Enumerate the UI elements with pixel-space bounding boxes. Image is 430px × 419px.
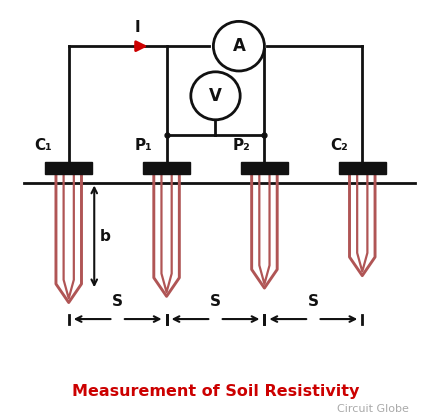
Text: P₁: P₁ bbox=[134, 138, 152, 153]
Text: C₁: C₁ bbox=[34, 138, 52, 153]
Text: S: S bbox=[307, 294, 318, 309]
Text: S: S bbox=[112, 294, 123, 309]
Bar bbox=[338, 162, 385, 174]
Text: I: I bbox=[135, 20, 140, 35]
Circle shape bbox=[190, 72, 240, 120]
Text: S: S bbox=[209, 294, 221, 309]
Text: Circuit Globe: Circuit Globe bbox=[336, 404, 408, 414]
Text: b: b bbox=[99, 229, 110, 244]
Bar bbox=[45, 162, 92, 174]
Text: A: A bbox=[232, 37, 245, 55]
Text: P₂: P₂ bbox=[232, 138, 249, 153]
Text: C₂: C₂ bbox=[329, 138, 347, 153]
Circle shape bbox=[213, 21, 264, 71]
Bar bbox=[143, 162, 190, 174]
Text: V: V bbox=[209, 87, 221, 105]
Bar bbox=[240, 162, 287, 174]
Text: Measurement of Soil Resistivity: Measurement of Soil Resistivity bbox=[72, 384, 358, 399]
